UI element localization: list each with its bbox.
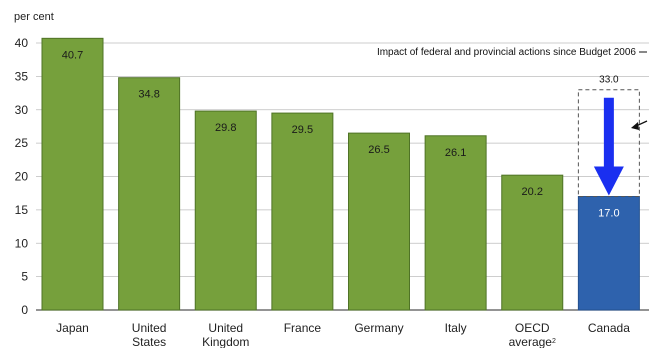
y-tick-label: 30 xyxy=(15,103,29,117)
x-tick-label: France xyxy=(284,321,322,335)
x-tick-label: OECD xyxy=(515,321,550,335)
y-tick-label: 0 xyxy=(21,303,28,317)
y-tick-label: 35 xyxy=(15,69,29,83)
y-tick-label: 15 xyxy=(15,203,29,217)
bar xyxy=(271,112,334,311)
reduction-arrow xyxy=(593,97,624,196)
y-axis-ticks: 0 5 10 15 20 25 30 35 40 xyxy=(15,36,29,317)
data-label: 20.2 xyxy=(522,186,543,198)
data-label: 26.5 xyxy=(368,144,389,156)
data-label: 29.8 xyxy=(215,122,236,134)
x-tick-label: United xyxy=(132,321,167,335)
bars: 40.7 34.8 29.8 29.5 26.5 26.1 20.2 17.0 xyxy=(41,37,640,311)
data-label: 40.7 xyxy=(62,49,83,61)
y-tick-label: 20 xyxy=(15,170,29,184)
data-label: 34.8 xyxy=(138,89,159,101)
bar xyxy=(501,174,564,311)
bar xyxy=(577,196,640,311)
before-value-label: 33.0 xyxy=(599,75,619,86)
y-axis-label: per cent xyxy=(14,11,54,23)
bar xyxy=(41,37,104,311)
y-tick-label: 10 xyxy=(15,236,29,250)
pointer-arrowhead xyxy=(631,122,639,130)
bar xyxy=(348,132,410,311)
y-tick-label: 5 xyxy=(21,270,28,284)
x-tick-label: Germany xyxy=(354,321,403,335)
data-label: 29.5 xyxy=(292,124,313,136)
x-tick-label: Kingdom xyxy=(202,335,249,348)
x-tick-label: United xyxy=(208,321,243,335)
annotation: 33.0 Impact of federal and provincial act… xyxy=(377,47,648,198)
y-tick-label: 25 xyxy=(15,136,29,150)
x-tick-label: Canada xyxy=(588,321,630,335)
data-label: 17.0 xyxy=(598,208,619,220)
footnote-mark: 2 xyxy=(552,338,556,345)
x-tick-label: Italy xyxy=(445,321,467,335)
bar xyxy=(118,77,181,311)
y-tick-label: 40 xyxy=(15,36,29,50)
x-tick-label: Japan xyxy=(56,321,89,335)
bar xyxy=(194,110,257,311)
before-value-box xyxy=(577,89,640,198)
x-tick-label: average2 xyxy=(509,335,556,348)
x-tick-label: States xyxy=(132,335,166,348)
annotation-text: Impact of federal and provincial actions… xyxy=(377,47,636,58)
data-label: 26.1 xyxy=(445,147,466,159)
bar xyxy=(424,135,487,311)
